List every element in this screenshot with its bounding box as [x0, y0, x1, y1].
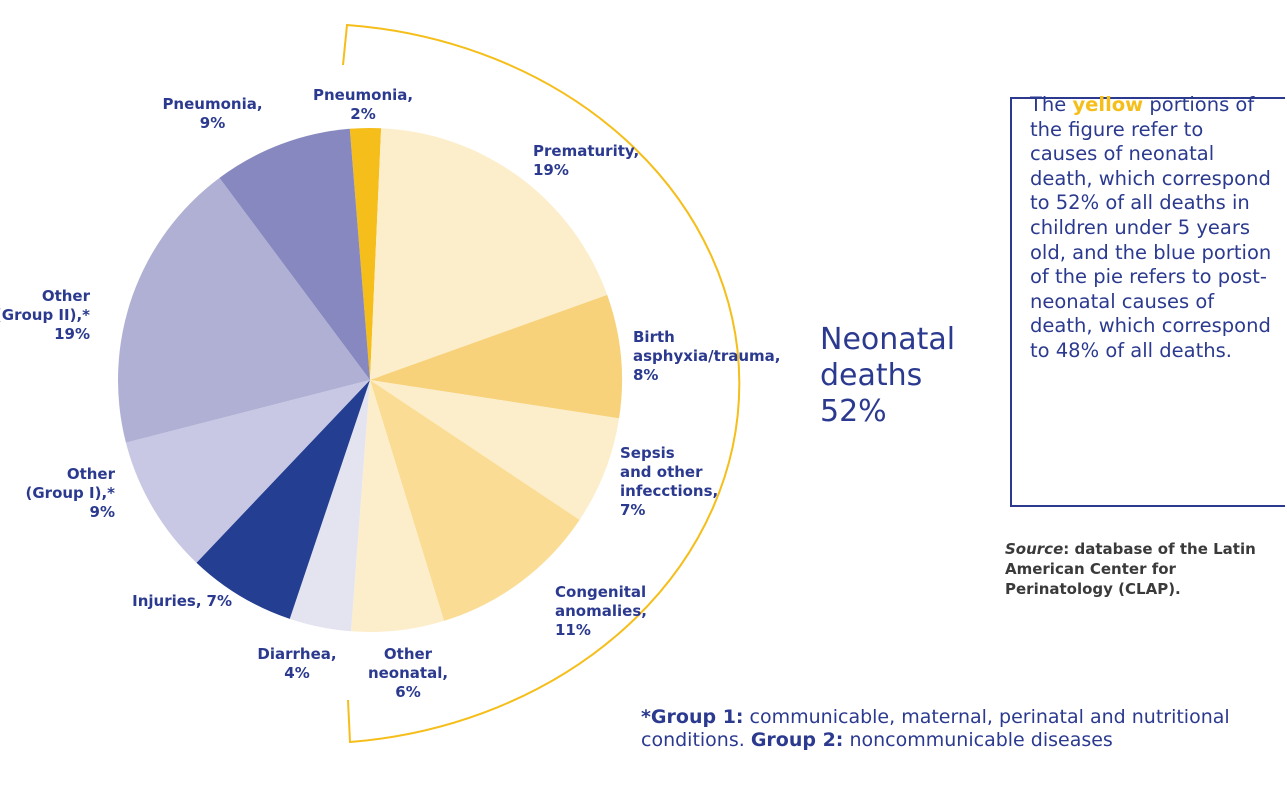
- slice-label: Pneumonia, 2%: [313, 86, 413, 124]
- category-label: Birth asphyxia/trauma,: [633, 328, 781, 365]
- annotation-value: 52%: [820, 394, 887, 429]
- footnote: *Group 1: communicable, maternal, perina…: [641, 706, 1261, 752]
- footnote-group: Group 2:: [750, 729, 844, 751]
- pie-slice: [370, 294, 622, 419]
- pie-slice: [351, 380, 444, 632]
- category-label: Prematurity,: [533, 142, 640, 160]
- category-label: Pneumonia,: [162, 95, 263, 113]
- value-label: 2%: [350, 105, 376, 123]
- value-label: 9%: [89, 503, 115, 521]
- annotation-line: deaths: [820, 358, 923, 393]
- neonatal-bracket: [342, 23, 741, 744]
- source: Source: database of the Latin American C…: [1005, 539, 1275, 599]
- pie-slice: [370, 380, 580, 621]
- note-text: portions of the figure refer to causes o…: [1030, 93, 1272, 362]
- slice-label: Pneumonia, 9%: [140, 95, 285, 133]
- category-label: Pneumonia,: [313, 86, 414, 104]
- value-label: 9%: [199, 114, 226, 132]
- slice-label: Diarrhea, 4%: [247, 645, 347, 683]
- note-highlight: yellow: [1072, 93, 1144, 116]
- footnote-text: noncommunicable diseases: [843, 729, 1113, 751]
- category-label: Diarrhea,: [257, 645, 337, 663]
- slice-label: Other (Group II),* 19%: [0, 287, 90, 344]
- value-label: 11%: [555, 621, 591, 639]
- value-label: 8%: [633, 366, 659, 384]
- category-label: Other (Group II),*: [0, 287, 90, 324]
- slice-label: Other neonatal, 6%: [358, 645, 458, 702]
- note: The yellow portions of the figure refer …: [1030, 93, 1275, 364]
- category-label: Other (Group I),*: [25, 465, 116, 502]
- value-label: 7%: [620, 501, 646, 519]
- annotation-line: Neonatal: [820, 322, 956, 357]
- pie-slice: [370, 128, 608, 380]
- pie-slice: [289, 380, 370, 632]
- annotation: Neonatal deaths 52%: [820, 322, 955, 430]
- value-label: 19%: [54, 325, 90, 343]
- slice-label: Sepsis and other infecctions, 7%: [620, 444, 750, 520]
- slice-label: Congenital anomalies, 11%: [555, 583, 675, 640]
- value-label: 7%: [206, 592, 232, 610]
- value-label: 6%: [395, 683, 421, 701]
- note-text: The: [1030, 93, 1073, 116]
- note-box: [1010, 97, 1285, 507]
- source-label: Source: [1005, 540, 1064, 558]
- pie: [117, 127, 622, 632]
- category-label: Injuries,: [132, 592, 202, 610]
- value-label: 19%: [533, 161, 569, 179]
- slice-label: Other (Group I),* 9%: [0, 465, 116, 522]
- slice-label: Birth asphyxia/trauma, 8%: [633, 328, 793, 385]
- pie-slice: [370, 380, 620, 520]
- pie-slice: [117, 177, 370, 443]
- source-text: : database of the Latin American Center …: [1005, 540, 1256, 598]
- footnote-text: communicable, maternal, perinatal and nu…: [641, 706, 1230, 751]
- slice-label: Prematurity, 19%: [533, 142, 653, 180]
- slice-label: Injuries, 7%: [40, 592, 232, 611]
- category-label: Sepsis and other infecctions,: [620, 444, 719, 500]
- footnote-group: *Group 1:: [641, 706, 744, 728]
- pie-slice: [125, 380, 370, 563]
- category-label: Congenital anomalies,: [555, 583, 647, 620]
- category-label: Other neonatal,: [367, 645, 449, 682]
- pie-slice: [196, 380, 370, 619]
- pie-slice: [349, 127, 382, 380]
- pie-slice: [219, 128, 370, 380]
- value-label: 4%: [284, 664, 310, 682]
